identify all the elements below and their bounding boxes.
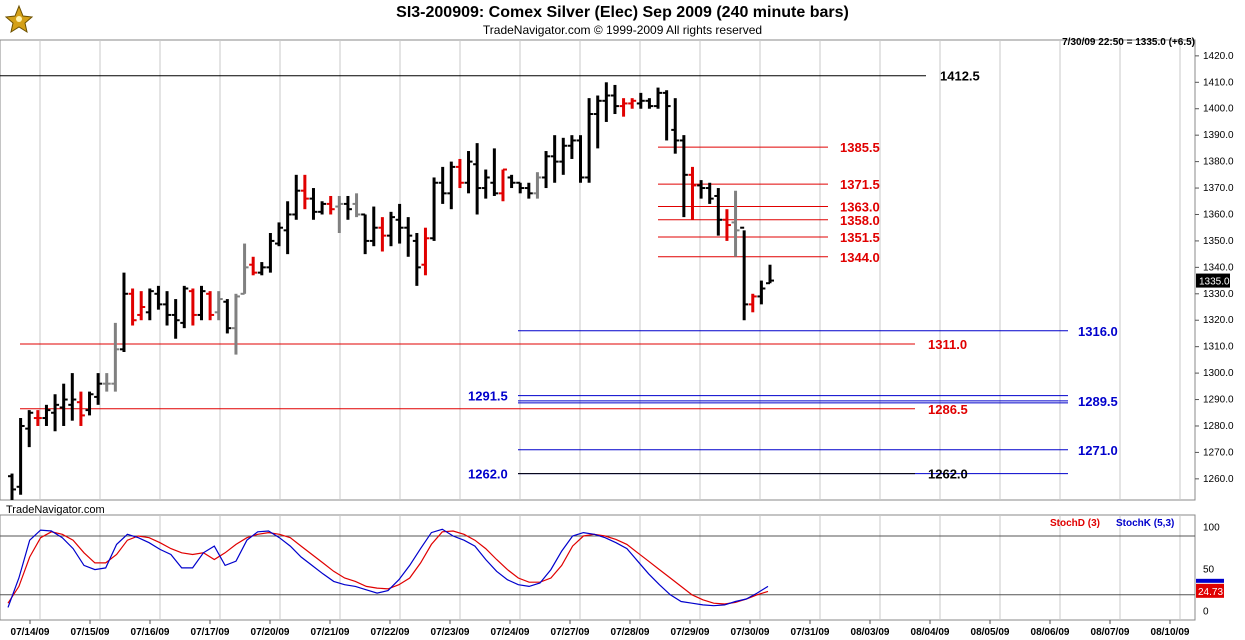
x-tick-label: 07/17/09 <box>191 627 230 638</box>
y-tick-label: 1270.0 <box>1203 447 1234 458</box>
y-tick-label: 1380.0 <box>1203 157 1234 168</box>
price-panel-border <box>0 39 1196 501</box>
x-tick-label: 07/27/09 <box>551 627 590 638</box>
level-label: 1311.0 <box>928 337 967 352</box>
y-tick-label: 1320.0 <box>1203 315 1234 326</box>
chart-title: SI3-200909: Comex Silver (Elec) Sep 2009… <box>396 4 849 21</box>
y-tick-label: 1350.0 <box>1203 236 1234 247</box>
watermark: TradeNavigator.com <box>6 504 105 516</box>
stochd-legend: StochD (3) <box>1050 518 1100 529</box>
y-tick-label: 1370.0 <box>1203 183 1234 194</box>
level-label: 1363.0 <box>840 200 880 215</box>
y-tick-label: 1330.0 <box>1203 289 1234 300</box>
y-tick-label: 1260.0 <box>1203 474 1234 485</box>
navigator-logo-icon <box>4 4 34 34</box>
y-tick-label: 1340.0 <box>1203 262 1234 273</box>
x-tick-label: 07/21/09 <box>311 627 350 638</box>
x-tick-label: 07/24/09 <box>491 627 530 638</box>
y-tick-label: 1420.0 <box>1203 51 1234 62</box>
y-tick-label: 1410.0 <box>1203 77 1234 88</box>
x-tick-label: 07/28/09 <box>611 627 650 638</box>
x-tick-label: 07/14/09 <box>11 627 50 638</box>
x-tick-label: 08/07/09 <box>1091 627 1130 638</box>
level-label: 1271.0 <box>1078 443 1118 458</box>
x-tick-label: 08/10/09 <box>1151 627 1190 638</box>
x-tick-label: 07/20/09 <box>251 627 290 638</box>
x-tick-label: 07/16/09 <box>131 627 170 638</box>
x-tick-label: 07/23/09 <box>431 627 470 638</box>
level-label: 1351.5 <box>840 230 880 245</box>
x-tick-label: 07/30/09 <box>731 627 770 638</box>
level-label: 1262.0 <box>928 467 968 482</box>
ohlc-bars <box>8 82 774 500</box>
stochk-legend: StochK (5,3) <box>1116 518 1175 529</box>
stoch-series-line <box>7 530 769 605</box>
stochk-marker <box>1196 578 1224 583</box>
status-readout: 7/30/09 22:50 = 1335.0 (+6.5) <box>1062 37 1195 48</box>
axis-labels: 07/14/09 07/15/09 07/16/09 07/17/09 07/20/09… <box>11 51 1234 638</box>
level-label: 1358.0 <box>840 213 880 228</box>
level-label: 1371.5 <box>840 177 880 192</box>
x-tick-label: 07/15/09 <box>71 627 110 638</box>
level-label: 1286.5 <box>928 402 968 417</box>
last-price-box <box>1196 273 1230 288</box>
x-tick-label: 07/29/09 <box>671 627 710 638</box>
level-label: 1289.5 <box>1078 394 1118 409</box>
stoch-y-tick-label: 100 <box>1203 523 1220 534</box>
chart-subtitle: TradeNavigator.com © 1999-2009 All right… <box>482 23 763 37</box>
stoch-panel-border <box>0 514 1196 621</box>
x-tick-label: 08/04/09 <box>911 627 950 638</box>
grid-lines <box>39 40 1181 620</box>
y-tick-label: 1290.0 <box>1203 395 1234 406</box>
last-price-label: 1335.0 <box>1199 277 1230 288</box>
chart-frame <box>0 39 1196 621</box>
y-tick-label: 1300.0 <box>1203 368 1234 379</box>
stoch-last-box <box>1196 583 1224 598</box>
stoch-last-label: 24.73 <box>1198 587 1223 598</box>
y-tick-label: 1390.0 <box>1203 130 1234 141</box>
x-tick-label: 08/05/09 <box>971 627 1010 638</box>
level-label: 1344.0 <box>840 250 880 265</box>
y-tick-label: 1310.0 <box>1203 342 1234 353</box>
x-tick-label: 08/06/09 <box>1031 627 1070 638</box>
level-label: 1262.0 <box>468 467 508 482</box>
level-label: 1385.5 <box>840 140 880 155</box>
y-tick-label: 1360.0 <box>1203 209 1234 220</box>
x-tick-label: 07/22/09 <box>371 627 410 638</box>
stochastic-panel <box>0 528 1195 608</box>
level-label: 1316.0 <box>1078 324 1118 339</box>
stoch-y-tick-label: 0 <box>1203 607 1209 618</box>
y-tick-label: 1400.0 <box>1203 104 1234 115</box>
stoch-series-line <box>7 528 769 608</box>
level-label: 1291.5 <box>468 389 508 404</box>
x-tick-label: 07/31/09 <box>791 627 830 638</box>
stoch-y-tick-label: 50 <box>1203 565 1215 576</box>
y-tick-label: 1280.0 <box>1203 421 1234 432</box>
x-tick-label: 08/03/09 <box>851 627 890 638</box>
level-label: 1412.5 <box>940 69 980 84</box>
